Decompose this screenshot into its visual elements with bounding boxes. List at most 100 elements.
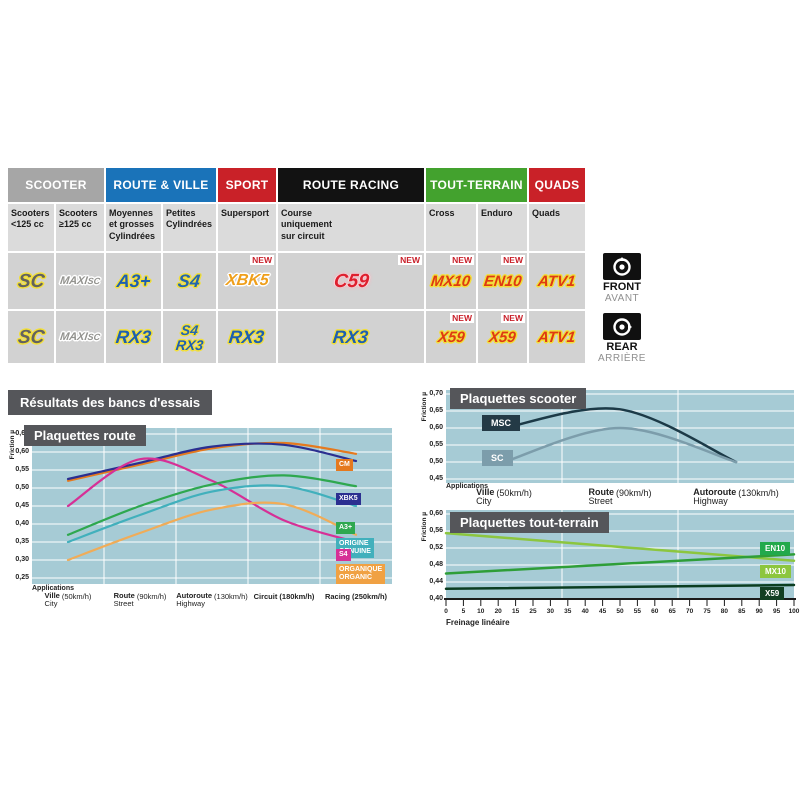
applications-label: Applications [32,585,75,592]
freinage-axis-title: Freinage linéaire [446,618,510,627]
xtick-speed: (130km/h) [738,488,779,498]
freinage-tick-label: 55 [633,608,641,615]
ytick-label: 0,70 [429,390,443,397]
pad-cell-rear-8: NEW X59 [478,311,527,363]
freinage-tick-label: 10 [477,608,485,615]
pad-logo-s4: S4 [177,271,202,291]
xtick-label: Autoroute Highway (130km/h) [681,487,791,507]
ytick-label: 0,25 [15,574,29,581]
xtick-speed: (50km/h) [496,488,532,498]
column-subheader: Course uniquement sur circuit [278,204,424,251]
xtick-fr: Autoroute [176,591,213,600]
column-subheader: Enduro [478,204,527,251]
xtick-label: Ville City (50km/h) [13,592,123,608]
pad-cell-rear-5: RX3 [218,311,276,363]
pad-cell-front-8: NEW EN10 [478,253,527,309]
xtick-label: Route Street (90km/h) [85,592,195,608]
scooter-pads-chart: Plaquettes scooter Friction µ 0,70 0,65 0,… [420,384,800,506]
xtick-bilingual: Autoroute Highway [693,487,737,507]
front-label: FRONT [603,281,641,293]
xtick-speed: (50km/h) [61,592,92,601]
freinage-tick-label: 85 [738,608,746,615]
applications-label: Applications [446,483,489,490]
rear-key: REAR ARRIÈRE [592,313,652,364]
brake-disc-glyph [613,317,632,336]
xtick-en: City [44,598,58,608]
xtick-label: Circuit (180km/h) [229,592,339,601]
legend-tag-organique: ORGANIQUE ORGANIC [336,564,386,585]
arriere-label: ARRIÈRE [598,353,646,364]
pad-cell-front-7: NEW MX10 [426,253,476,309]
xtick-fr: Ville [476,487,495,497]
xtick-speed: (90km/h) [136,592,167,601]
pad-cell-rear-9: ATV1 [529,311,585,363]
ytick-label: 0,55 [15,466,29,473]
xtick-fr: Circuit (180km/h) [253,592,315,601]
ytick-label: 0,50 [429,458,443,465]
column-subheader: Cross [426,204,476,251]
pad-logo-maxi: MAXISC [59,330,101,343]
legend-tag-cm: CM [336,458,353,471]
pad-logo-atv1: ATV1 [537,328,577,346]
offroad-pads-chart: Plaquettes tout-terrain Friction µ 0 5 10 2… [420,504,800,636]
ytick-label: 0,60 [429,424,443,431]
column-subheader: Supersport [218,204,276,251]
pad-logo-atv1: ATV1 [537,272,577,290]
route-chart-title: Plaquettes route [24,425,146,446]
ytick-label: 0,65 [429,407,443,414]
ytick-label: 0,45 [429,475,443,482]
pad-cell-rear-1: SC [8,311,54,363]
freinage-tick-label: 60 [651,608,659,615]
ytick-label: 0,50 [15,484,29,491]
xtick-bilingual: Ville City [476,487,495,507]
freinage-tick-label: 65 [668,608,676,615]
pad-logo-en10: EN10 [482,272,523,290]
ytick-label: 0,60 [15,448,29,455]
legend-tag-xbk5: XBK5 [336,492,361,505]
pad-logo-maxi: MAXISC [59,274,101,287]
freinage-tick-label: 95 [772,608,781,615]
rear-label: REAR [606,341,638,353]
freinage-tick-label: 40 [581,608,589,615]
legend-tag-s4: S4 [336,549,351,562]
ytick-label: 0,55 [429,441,443,448]
xtick-fr: Route [588,487,614,497]
series-tag-mx10: MX10 [760,564,791,578]
group-header-scooter: SCOOTER [8,168,104,202]
pad-logo-x59: X59 [436,328,466,346]
pad-cell-front-3: A3+ [106,253,161,309]
xtick-speed: (90km/h) [615,488,652,498]
pad-logo-sc: SC [16,270,46,292]
pad-cell-rear-4: S4 RX3 [163,311,216,363]
column-subheader: Quads [529,204,585,251]
freinage-tick-label: 0 [444,608,448,615]
xtick-fr: Autoroute [693,487,737,497]
freinage-tick-label: 90 [755,608,763,615]
freinage-tick-label: 100 [788,608,800,615]
freinage-tick-label: 5 [461,608,466,615]
xtick-speed: (130km/h) [214,592,248,601]
ytick-label: 0,65 [15,430,29,437]
front-rear-key: FRONT AVANT REAR ARRIÈRE [592,253,652,373]
pad-cell-front-9: ATV1 [529,253,585,309]
pad-logo-rx3: RX3 [228,327,266,347]
route-chart-canvas [32,428,392,584]
xtick-fr: Racing (250km/h) [324,592,388,601]
pad-cell-front-5: NEW XBK5 [218,253,276,309]
ytick-label: 0,40 [429,595,443,602]
scooter-chart-title: Plaquettes scooter [450,388,587,409]
freinage-tick-label: 50 [616,608,624,615]
pad-cell-front-4: S4 [163,253,216,309]
xtick-en: Street [113,598,134,608]
ytick-label: 0,52 [429,544,443,551]
group-header-sport: SPORT [218,168,276,202]
rear-brake-disc-icon [603,313,641,340]
pad-logo-sc: SC [16,326,46,348]
xtick-en: City [476,496,492,507]
new-badge: NEW [450,313,474,324]
new-badge: NEW [450,255,474,266]
column-subheader: Moyennes et grosses Cylindrées [106,204,161,251]
pad-logo-rx3: RX3 [114,327,153,347]
freinage-tick-label: 45 [598,608,607,615]
pad-logo-c59: C59 [332,270,370,292]
